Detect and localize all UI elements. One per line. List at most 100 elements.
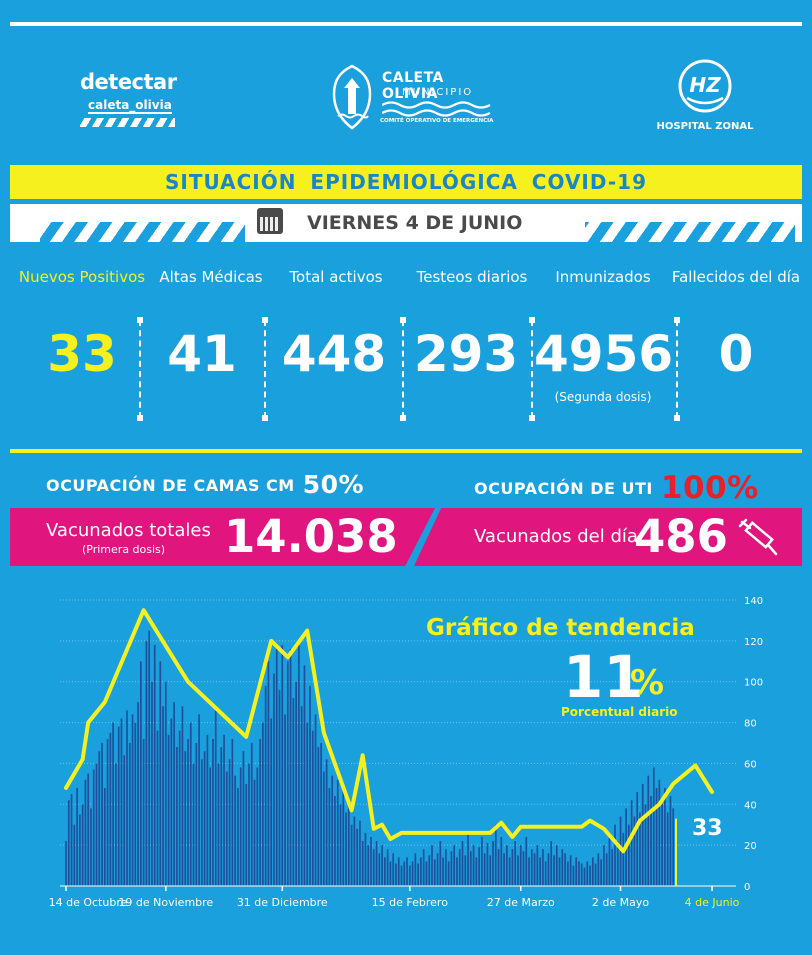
case-bar [544, 861, 547, 886]
case-bar [237, 787, 239, 886]
case-bar [192, 763, 195, 886]
case-bar [189, 722, 192, 886]
stat-label-inmunizados: Inmunizados [555, 268, 651, 286]
case-bar [370, 836, 372, 886]
stat-divider [137, 317, 143, 421]
case-bar [450, 851, 453, 886]
case-bar [511, 849, 514, 886]
case-bar [422, 849, 425, 886]
top-rule [10, 22, 802, 26]
case-bar [106, 738, 109, 886]
case-bar [162, 706, 164, 886]
caleta-olivia-logo: CALETA OLIVIA MUNICIPIO COMITÉ OPERATIVO… [330, 64, 500, 134]
stat-label-total-activos: Total activos [289, 268, 383, 286]
case-bar [375, 841, 378, 886]
case-bar [314, 714, 317, 886]
case-bar [148, 630, 151, 886]
case-bar [633, 816, 636, 886]
case-bar [195, 743, 198, 886]
case-bar [467, 832, 469, 886]
case-bar [92, 769, 95, 886]
case-bar [594, 863, 597, 886]
x-tick-label: 2 de Mayo [592, 896, 649, 909]
page-title: SITUACIÓN EPIDEMIOLÓGICA COVID-19 [10, 165, 802, 199]
case-bar [76, 787, 78, 886]
x-tick-label: 14 de Octubre [49, 896, 128, 909]
case-bar [81, 804, 84, 886]
chart-title: Gráfico de tendencia [426, 615, 695, 641]
case-bar [178, 730, 181, 886]
case-bar [273, 673, 275, 886]
case-bar [284, 714, 286, 886]
case-bar [151, 681, 153, 886]
case-bar [98, 751, 101, 886]
case-bar [353, 816, 356, 886]
case-bar [433, 859, 436, 886]
case-bar [167, 734, 170, 886]
case-bar [583, 867, 586, 886]
case-bar [342, 787, 345, 886]
stat-divider [529, 317, 535, 421]
case-bar [417, 863, 419, 886]
case-bar [536, 845, 539, 886]
case-bar [497, 849, 500, 886]
stat-label-nuevos-positivos: Nuevos Positivos [18, 268, 146, 286]
date-stripes-right [585, 222, 795, 242]
case-bar [212, 738, 214, 886]
case-bar [126, 710, 128, 886]
occupancy-uti-value: 100% [660, 470, 759, 506]
case-bar [79, 814, 81, 886]
case-bar [603, 845, 605, 886]
vacunados-totales-label: Vacunados totales [46, 520, 211, 541]
case-bar [317, 747, 320, 886]
case-bar [420, 857, 422, 886]
case-bar [275, 644, 278, 886]
case-bar [517, 855, 519, 886]
trend-percentage-value: 11 [563, 643, 644, 711]
case-bar [494, 824, 497, 886]
y-tick-label: 0 [744, 882, 750, 893]
case-bar [636, 792, 639, 886]
case-bar [564, 853, 566, 886]
case-bar [109, 732, 112, 886]
case-bar [406, 857, 408, 886]
case-bar [514, 841, 517, 886]
case-bar [339, 804, 342, 886]
case-bar [411, 861, 414, 886]
case-bar [153, 644, 156, 886]
case-bar [223, 734, 225, 886]
y-tick-label: 60 [744, 759, 757, 770]
case-bar [567, 861, 569, 886]
case-bar [123, 755, 126, 886]
municipal-shield-icon [332, 64, 372, 130]
case-bar [481, 836, 483, 886]
x-tick-label: 27 de Marzo [487, 896, 555, 909]
case-bar [442, 857, 444, 886]
stat-note-segunda-dosis: (Segunda dosis) [554, 390, 652, 404]
case-bar [666, 812, 669, 886]
case-bar [264, 685, 267, 886]
case-bar [356, 828, 358, 886]
case-bar [578, 861, 580, 886]
case-bar [533, 853, 536, 886]
vacunados-totales-panel: Vacunados totales (Primera dosis) 14.038 [10, 508, 435, 566]
case-bar [622, 832, 625, 886]
case-bar [542, 849, 544, 886]
case-bar [198, 714, 200, 886]
case-bar [619, 816, 622, 886]
y-tick-label: 140 [744, 596, 763, 607]
stat-label-fallecidos: Fallecidos del día [671, 268, 801, 286]
case-bar [334, 796, 336, 886]
stat-value-testeos-diarios: 293 [413, 325, 519, 383]
case-bar [245, 783, 248, 886]
case-bar [170, 718, 173, 886]
case-bar [231, 738, 234, 886]
case-bar [120, 718, 123, 886]
y-tick-label: 80 [744, 719, 757, 730]
occupancy-uti: OCUPACIÓN DE UTI 100% [474, 470, 759, 506]
occupancy-camas: OCUPACIÓN DE CAMAS CM 50% [46, 470, 364, 499]
stat-divider [400, 317, 406, 421]
case-bar [655, 787, 658, 886]
case-bar [664, 787, 666, 886]
case-bar [298, 644, 300, 886]
